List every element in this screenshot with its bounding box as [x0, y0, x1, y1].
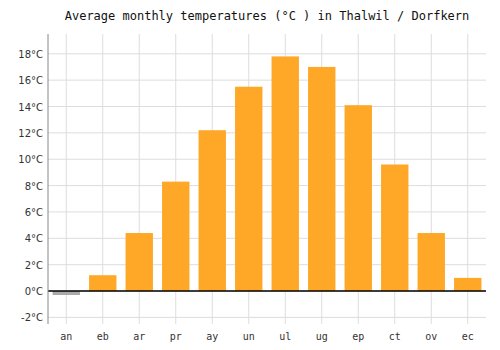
- y-tick-label: 14°C: [18, 102, 43, 113]
- grid: [48, 34, 486, 324]
- bar: [381, 165, 408, 292]
- y-tick-label: 18°C: [18, 49, 43, 60]
- bar: [454, 278, 481, 291]
- bars: [53, 56, 482, 295]
- y-tick-label: -2°C: [21, 312, 43, 323]
- x-tick-label: un: [243, 331, 255, 342]
- y-grid-line: [48, 291, 486, 292]
- y-grid-line: [48, 185, 486, 186]
- bar: [89, 275, 116, 291]
- x-tick-label: ov: [425, 331, 437, 342]
- x-tick-label: ct: [389, 331, 401, 342]
- x-tick-label: ar: [133, 331, 145, 342]
- y-tick-label: 6°C: [25, 207, 43, 218]
- bar: [345, 105, 372, 291]
- x-grid-line: [66, 34, 67, 324]
- bar: [418, 233, 445, 291]
- x-tick-label: ug: [316, 331, 328, 342]
- x-tick-label: ul: [279, 331, 291, 342]
- y-axis-line: [48, 34, 49, 324]
- y-grid-line: [48, 53, 486, 54]
- y-tick-label: 4°C: [25, 233, 43, 244]
- x-tick-label: ep: [352, 331, 364, 342]
- x-tick-label: eb: [97, 331, 109, 342]
- y-grid-line: [48, 317, 486, 318]
- y-grid-line: [48, 106, 486, 107]
- bar: [162, 182, 189, 291]
- y-grid-line: [48, 159, 486, 160]
- y-tick-label: 12°C: [18, 128, 43, 139]
- chart-svg: -2°C 0°C 2°C 4°C 6°C 8°C 10°C 12°C 14°C 16°C 18°C a…: [0, 0, 500, 350]
- y-tick-label: 8°C: [25, 181, 43, 192]
- y-grid-line: [48, 132, 486, 133]
- x-tick-label: an: [60, 331, 72, 342]
- bar: [235, 87, 262, 291]
- y-grid-line: [48, 211, 486, 212]
- title: Average monthly temperatures (°C ) in Th…: [65, 9, 470, 23]
- bar: [272, 56, 299, 291]
- chart-container: -2°C 0°C 2°C 4°C 6°C 8°C 10°C 12°C 14°C 16°C 18°C a…: [0, 0, 500, 350]
- bar: [199, 130, 226, 291]
- y-grid-line: [48, 80, 486, 81]
- x-tick-label: ec: [462, 331, 474, 342]
- x-tick-label: pr: [170, 331, 182, 342]
- y-tick-label: 16°C: [18, 75, 43, 86]
- bar: [126, 233, 153, 291]
- y-tick-label: 2°C: [25, 260, 43, 271]
- bar: [308, 67, 335, 291]
- y-tick-label: 0°C: [25, 286, 43, 297]
- zero-line: [48, 290, 486, 292]
- x-tick-label: ay: [206, 331, 218, 342]
- y-tick-label: 10°C: [18, 154, 43, 165]
